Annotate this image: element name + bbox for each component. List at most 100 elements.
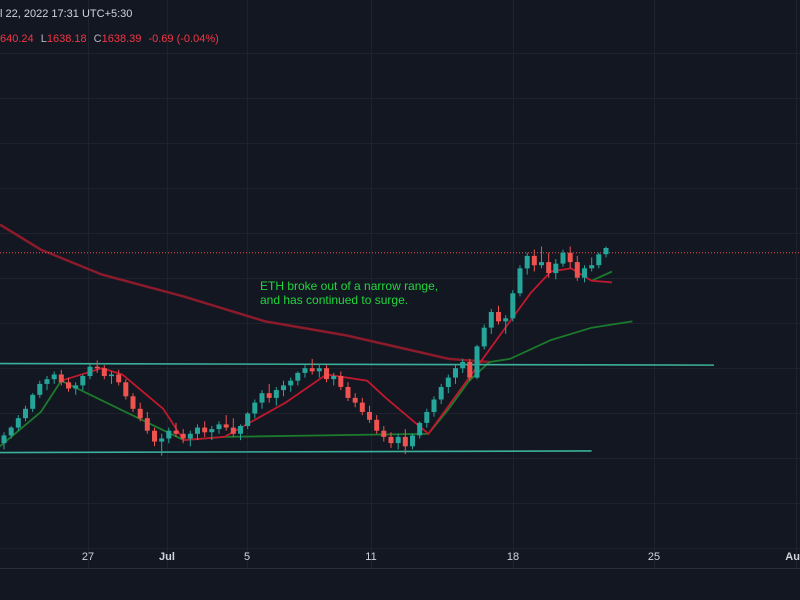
candle-body xyxy=(195,427,200,434)
candle-body xyxy=(324,368,329,380)
candle-body xyxy=(123,382,129,397)
candlestick-series xyxy=(1,246,609,456)
candle-body xyxy=(352,397,358,403)
annotation-line-2: and has continued to surge. xyxy=(260,293,409,307)
x-tick-label: 27 xyxy=(82,551,94,563)
candle-body xyxy=(202,427,208,433)
x-tick-label: 11 xyxy=(365,551,376,563)
candle-body xyxy=(252,402,258,414)
candle-body xyxy=(331,376,337,380)
candle-body xyxy=(316,368,322,372)
candle-body xyxy=(23,408,28,419)
candle-body xyxy=(230,427,236,434)
candle-body xyxy=(531,255,537,266)
candle-body xyxy=(245,413,251,426)
candle-body xyxy=(359,402,365,412)
candle-body xyxy=(94,366,100,369)
candle-body xyxy=(410,435,415,447)
candle-body xyxy=(431,399,437,412)
candle-body xyxy=(388,436,394,444)
candle-body xyxy=(238,426,243,434)
low-label: L xyxy=(40,33,47,45)
candle-body xyxy=(395,436,401,444)
chart-annotation: ETH broke out of a narrow range, and has… xyxy=(260,279,438,307)
candle-body xyxy=(453,368,458,378)
candle-body xyxy=(539,262,544,266)
candle-body xyxy=(259,393,265,403)
candle-body xyxy=(187,433,193,439)
candle-body xyxy=(101,368,107,376)
candle-body xyxy=(467,362,473,378)
indicator-lines xyxy=(0,223,800,454)
candle-body xyxy=(15,418,21,428)
candle-body xyxy=(589,265,595,269)
candle-body xyxy=(474,346,480,378)
candle-body xyxy=(374,419,380,431)
chart-grid xyxy=(0,0,800,568)
candle-body xyxy=(166,430,172,439)
time-axis: 27 Jul 5 11 18 25 Aug xyxy=(0,551,800,569)
candle-body xyxy=(302,368,308,373)
candle-body xyxy=(603,248,609,255)
candle-body xyxy=(173,430,179,434)
candle-body xyxy=(109,374,114,377)
candle-body xyxy=(80,376,86,386)
x-tick-label: 25 xyxy=(648,551,660,563)
candle-body xyxy=(553,263,559,274)
candle-body xyxy=(345,387,351,398)
chart-date-header: l 22, 2022 17:31 UTC+5:30 xyxy=(0,8,132,20)
x-tick-label: Jul xyxy=(159,551,175,563)
candle-body xyxy=(510,293,516,319)
candle-body xyxy=(481,327,487,347)
candle-body xyxy=(273,390,279,398)
candle-body xyxy=(144,418,150,431)
resistance-line xyxy=(0,362,715,366)
chart-date-text: l 22, 2022 17:31 UTC+5:30 xyxy=(0,8,133,20)
candle-body xyxy=(152,430,157,442)
candle-body xyxy=(546,262,552,273)
candle-body xyxy=(137,408,143,419)
candle-body xyxy=(1,435,7,444)
fast-ma-line-bullish xyxy=(0,320,633,447)
candle-body xyxy=(159,438,165,442)
candle-body xyxy=(596,254,602,266)
candle-body xyxy=(574,262,580,278)
candle-body xyxy=(517,268,523,294)
candle-body xyxy=(524,255,530,269)
candle-body xyxy=(116,374,122,383)
close-label: C xyxy=(93,33,102,45)
support-line xyxy=(0,450,592,454)
candle-body xyxy=(44,379,50,384)
candle-body xyxy=(438,387,444,400)
candle-body xyxy=(281,385,286,391)
candle-body xyxy=(58,374,64,383)
candle-body xyxy=(130,396,136,409)
candle-body xyxy=(209,429,215,433)
annotation-line-1: ETH broke out of a narrow range, xyxy=(260,279,439,293)
candle-body xyxy=(180,433,186,439)
slow-ma-line xyxy=(0,223,490,364)
candle-body xyxy=(496,312,501,322)
ohlc-header: 640.24 L1638.18 C1638.39 -0.69 (-0.04%) xyxy=(0,33,219,45)
candle-body xyxy=(66,382,71,389)
fast-ma-line-bullish-tail xyxy=(591,270,613,282)
candle-body xyxy=(309,368,315,372)
candle-body xyxy=(402,436,408,447)
x-tick-label: 18 xyxy=(507,551,519,563)
low-value: 1638.18 xyxy=(46,33,87,45)
candle-body xyxy=(417,422,423,436)
candle-body xyxy=(8,427,14,436)
close-value: 1638.39 xyxy=(101,33,142,45)
candle-body xyxy=(73,385,79,389)
candle-body xyxy=(37,383,43,395)
candle-body xyxy=(30,394,36,409)
candle-body xyxy=(503,318,509,322)
candle-body xyxy=(381,430,387,437)
candle-body xyxy=(424,412,430,423)
candle-body xyxy=(216,424,222,430)
candle-body xyxy=(560,252,566,264)
x-tick-label: 5 xyxy=(244,551,250,563)
x-tick-label: Aug xyxy=(785,551,800,563)
candle-body xyxy=(460,362,466,369)
